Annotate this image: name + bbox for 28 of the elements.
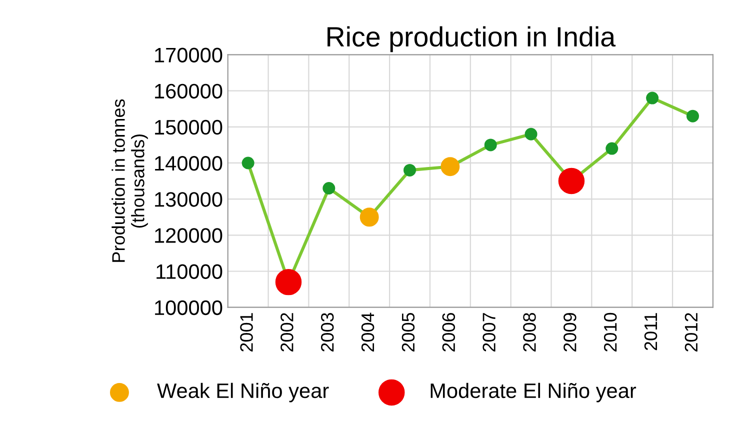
x-tick-label: 2008 — [523, 312, 536, 352]
legend-label: Moderate El Niño year — [430, 382, 636, 402]
y-tick-label: 130000 — [155, 192, 222, 207]
legend-label: Weak El Niño year — [157, 382, 329, 402]
x-tick-label: 2006 — [442, 312, 456, 352]
point — [275, 268, 302, 296]
y-tick-label: 140000 — [155, 156, 222, 171]
y-tick-label: 150000 — [155, 120, 222, 135]
x-tick-label: 2002 — [280, 313, 294, 352]
x-tick-label: 2005 — [402, 312, 415, 352]
y-tick-label: 120000 — [155, 228, 222, 243]
y-tick-label: 110000 — [156, 264, 222, 279]
point — [360, 208, 379, 227]
point — [558, 168, 585, 194]
x-tick-label: 2001 — [240, 313, 253, 352]
x-tick-label: 2009 — [564, 313, 576, 352]
y-axis-title: Production in tonnes (thousands) — [112, 99, 148, 262]
x-tick-label: 2012 — [684, 313, 698, 352]
y-tick-label: 170000 — [155, 48, 222, 62]
point — [440, 157, 460, 176]
x-tick-label: 2011 — [644, 313, 658, 350]
x-tick-label: 2003 — [320, 312, 334, 352]
y-tick-label: 160000 — [155, 84, 222, 99]
x-tick-label: 2004 — [361, 312, 374, 352]
chart-title: Rice production in India — [328, 26, 616, 52]
x-tick-label: 2007 — [482, 313, 496, 352]
y-tick-label: 100000 — [155, 300, 222, 316]
x-tick-label: 2010 — [604, 312, 617, 352]
